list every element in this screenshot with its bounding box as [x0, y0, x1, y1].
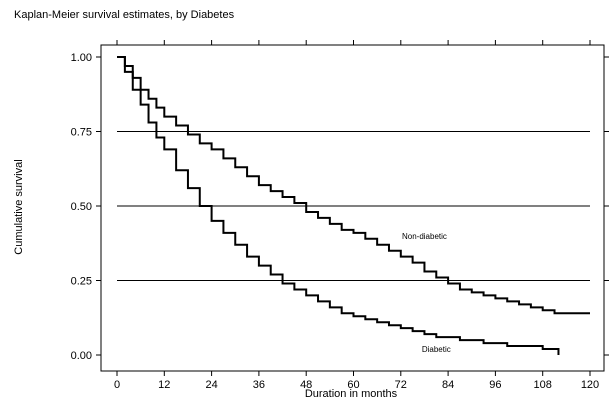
chart-title: Kaplan-Meier survival estimates, by Diab… [14, 9, 235, 21]
x-tick-label-3: 36 [253, 379, 265, 391]
y-tick-label-1: 0.75 [71, 127, 92, 139]
y-tick-label-4: 0.00 [71, 350, 92, 362]
y-tick-label-0: 1.00 [71, 52, 92, 64]
x-tick-label-6: 72 [395, 379, 407, 391]
x-tick-label-4: 48 [300, 379, 312, 391]
plot-frame [100, 44, 605, 372]
series-line-diabetic [117, 56, 560, 355]
y-axis-label: Cumulative survival [13, 159, 25, 254]
x-tick-label-5: 60 [347, 379, 359, 391]
annotation-label-0: Non-diabetic [402, 232, 447, 241]
x-tick-label-9: 108 [534, 379, 552, 391]
series-line-non-diabetic [117, 56, 590, 315]
y-tick-label-2: 0.50 [71, 201, 92, 213]
x-tick-label-1: 12 [158, 379, 170, 391]
x-tick-label-0: 0 [114, 379, 120, 391]
y-tick-label-3: 0.25 [71, 276, 92, 288]
annotation-label-1: Diabetic [422, 345, 451, 354]
x-tick-label-2: 24 [205, 379, 217, 391]
x-axis-label: Duration in months [305, 388, 398, 400]
x-tick-label-7: 84 [442, 379, 454, 391]
x-tick-label-8: 96 [489, 379, 501, 391]
x-tick-label-10: 120 [581, 379, 599, 391]
